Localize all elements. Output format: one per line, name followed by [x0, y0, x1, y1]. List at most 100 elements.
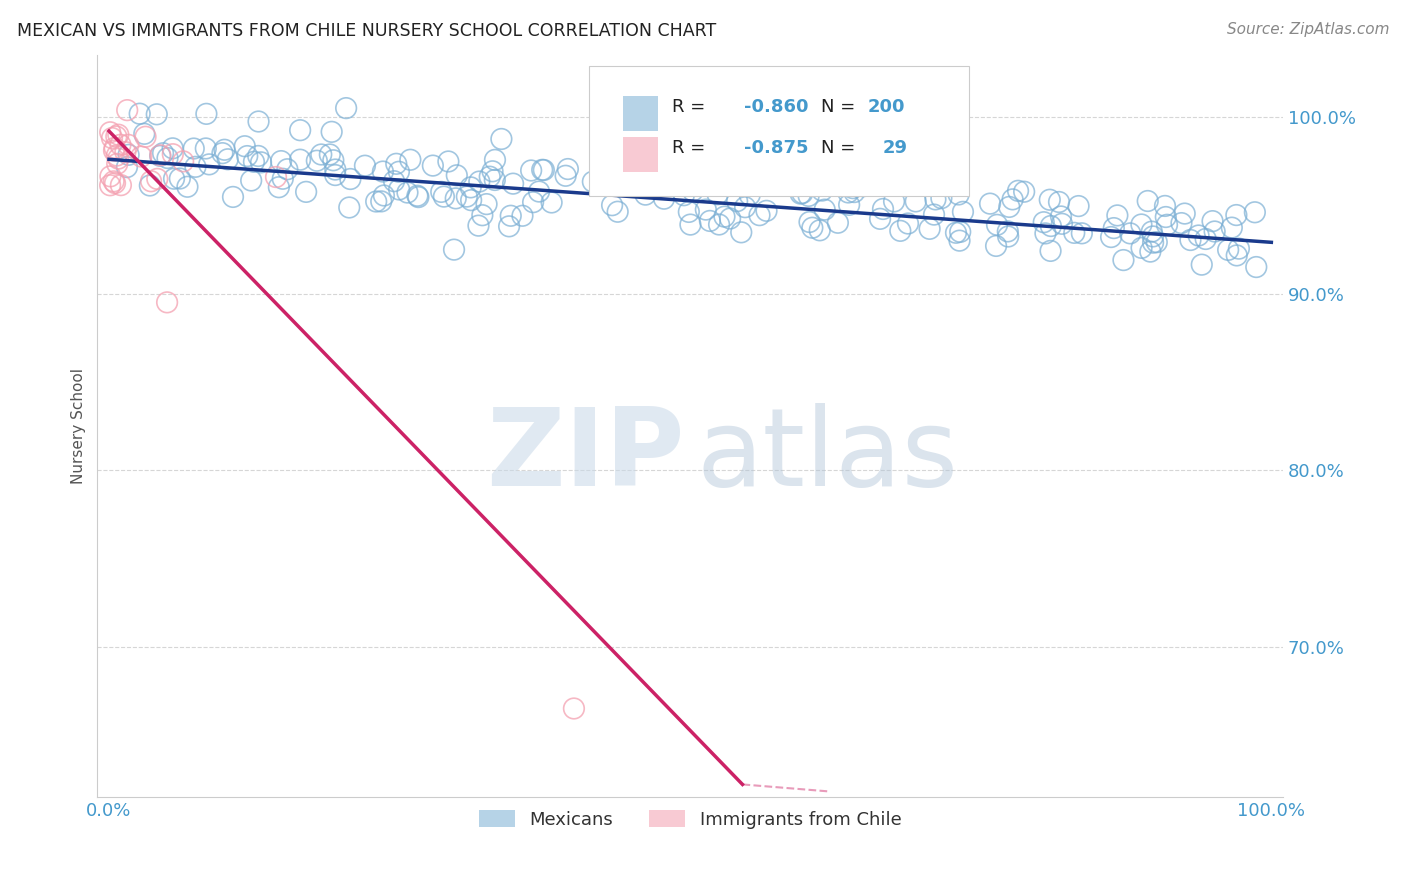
Point [1187, 228, 1209, 243]
Point [924, 193, 946, 207]
Point [456, 189, 478, 203]
Point [1154, 210, 1177, 224]
Point [370, 194, 392, 209]
Y-axis label: Nursery School: Nursery School [72, 368, 86, 484]
Point [149, 148, 172, 162]
Point [998, 200, 1021, 214]
Point [602, 177, 624, 191]
Point [889, 224, 911, 238]
Point [149, 149, 172, 163]
Point [918, 222, 941, 236]
Point [952, 205, 974, 219]
Point [222, 190, 245, 204]
Point [1035, 227, 1057, 241]
Point [156, 295, 179, 310]
Point [718, 211, 741, 226]
Point [1140, 225, 1163, 239]
Point [827, 216, 849, 230]
Point [755, 203, 778, 218]
Point [1146, 235, 1168, 249]
Point [1063, 226, 1085, 240]
Point [883, 194, 905, 209]
Point [527, 185, 550, 199]
Text: 200: 200 [868, 98, 905, 116]
Point [172, 154, 194, 169]
Point [408, 190, 430, 204]
Point [498, 219, 520, 234]
Point [169, 171, 191, 186]
Point [1070, 227, 1092, 241]
Point [422, 159, 444, 173]
Point [672, 188, 695, 202]
Point [481, 164, 503, 178]
Point [323, 168, 346, 182]
Point [115, 103, 138, 117]
Point [1099, 230, 1122, 244]
Point [734, 200, 756, 214]
Point [1180, 233, 1202, 247]
Point [156, 151, 179, 165]
Point [104, 141, 127, 155]
Point [135, 129, 157, 144]
Point [475, 197, 498, 211]
Point [748, 208, 770, 222]
Point [264, 169, 287, 184]
Point [468, 175, 491, 189]
Point [1102, 221, 1125, 235]
Point [128, 106, 150, 120]
Point [512, 209, 534, 223]
Point [1107, 208, 1129, 222]
Point [110, 178, 132, 193]
Point [114, 145, 136, 160]
Point [388, 165, 411, 179]
Point [1039, 219, 1062, 233]
Point [195, 107, 218, 121]
Point [713, 210, 735, 224]
Point [1007, 184, 1029, 198]
Point [949, 225, 972, 239]
Point [162, 141, 184, 155]
Point [1130, 218, 1153, 232]
Point [652, 192, 675, 206]
Point [98, 178, 121, 193]
Point [792, 186, 814, 200]
Point [198, 157, 221, 171]
Point [236, 149, 259, 163]
Point [1130, 241, 1153, 255]
Text: N =: N = [821, 98, 855, 116]
Point [948, 234, 970, 248]
Point [1142, 229, 1164, 244]
Point [322, 153, 344, 168]
Point [484, 173, 506, 187]
Point [1047, 194, 1070, 209]
Point [1119, 227, 1142, 241]
Point [319, 147, 342, 161]
Point [163, 171, 186, 186]
Point [321, 125, 343, 139]
Point [396, 186, 419, 200]
Point [105, 129, 128, 144]
Point [1156, 218, 1178, 232]
Point [811, 184, 834, 198]
Point [446, 169, 468, 183]
Point [838, 175, 860, 189]
Point [1142, 235, 1164, 250]
Point [1201, 214, 1223, 228]
Point [117, 148, 139, 162]
Point [707, 218, 730, 232]
Point [335, 101, 357, 115]
Point [582, 175, 605, 189]
Point [997, 229, 1019, 244]
Point [531, 162, 554, 177]
Point [1039, 193, 1062, 207]
Point [366, 194, 388, 209]
Point [789, 186, 811, 201]
Point [371, 164, 394, 178]
Point [986, 218, 1008, 232]
Text: -0.860: -0.860 [744, 98, 808, 116]
Point [309, 147, 332, 161]
Point [838, 198, 860, 212]
Point [433, 189, 456, 203]
Point [557, 162, 579, 177]
Point [852, 179, 875, 194]
